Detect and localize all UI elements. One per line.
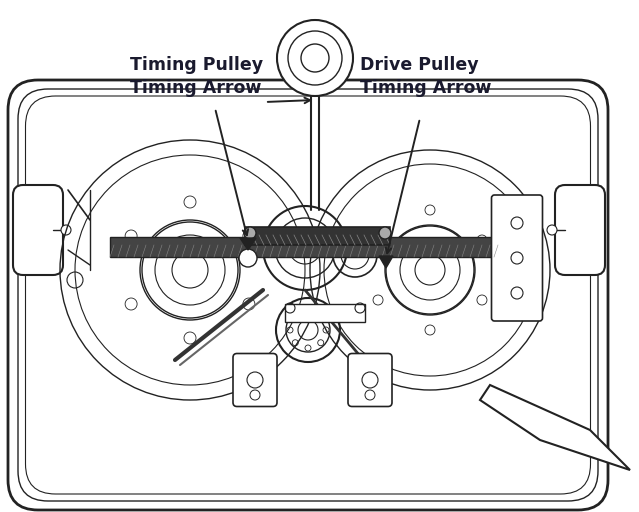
Polygon shape (379, 256, 393, 268)
Text: Timing Pulley: Timing Pulley (130, 56, 263, 74)
FancyBboxPatch shape (18, 89, 598, 501)
FancyBboxPatch shape (26, 96, 590, 494)
Ellipse shape (239, 249, 257, 267)
Bar (245, 227, 390, 245)
FancyBboxPatch shape (491, 195, 543, 321)
Bar (285, 304, 365, 322)
Ellipse shape (61, 225, 71, 235)
Ellipse shape (277, 20, 353, 96)
Ellipse shape (379, 227, 391, 239)
Ellipse shape (301, 44, 329, 72)
Text: Drive Pulley: Drive Pulley (360, 56, 479, 74)
Bar (110, 237, 500, 257)
FancyBboxPatch shape (348, 353, 392, 407)
Ellipse shape (142, 222, 238, 318)
FancyBboxPatch shape (555, 185, 605, 275)
Polygon shape (480, 385, 630, 470)
FancyBboxPatch shape (233, 353, 277, 407)
Polygon shape (240, 238, 256, 250)
Ellipse shape (244, 227, 256, 239)
FancyBboxPatch shape (8, 80, 608, 510)
Ellipse shape (288, 31, 342, 85)
FancyBboxPatch shape (13, 185, 63, 275)
Text: Timing Arrow: Timing Arrow (360, 79, 491, 97)
Text: Timing Arrow: Timing Arrow (130, 79, 261, 97)
Ellipse shape (547, 225, 557, 235)
Ellipse shape (386, 226, 474, 314)
